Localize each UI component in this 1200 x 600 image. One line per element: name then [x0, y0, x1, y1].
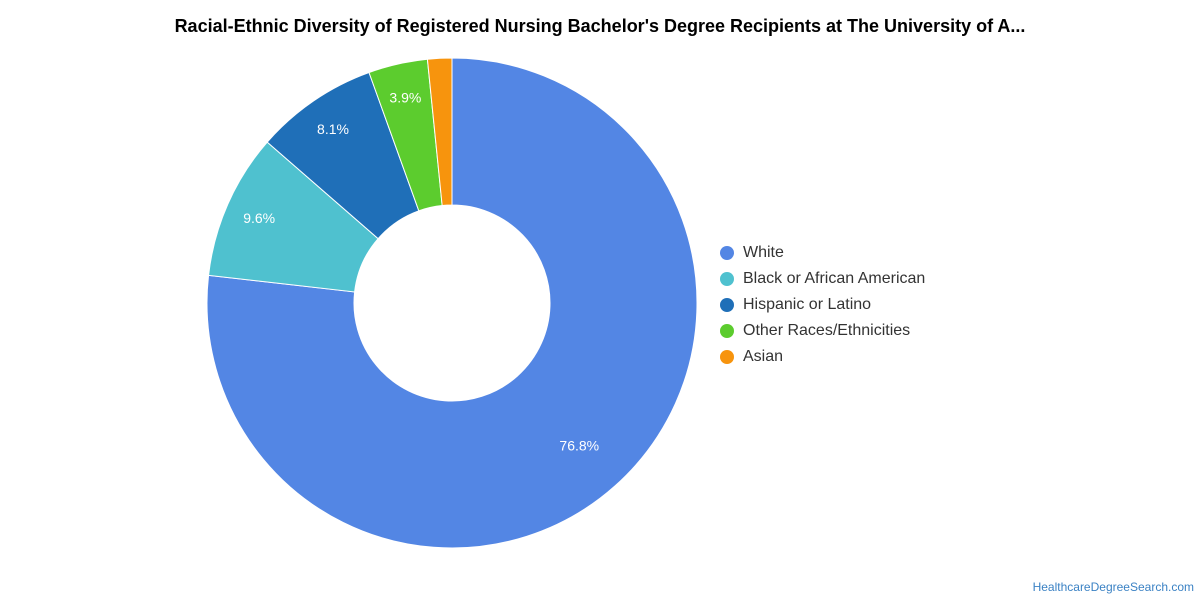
legend-item-asian[interactable]: Asian	[720, 344, 925, 370]
chart-legend: White Black or African American Hispanic o…	[720, 240, 925, 370]
legend-label: Hispanic or Latino	[743, 296, 872, 313]
slice-label-hispanic-or-latino: 8.1%	[317, 121, 349, 137]
legend-swatch	[720, 324, 734, 338]
slice-label-black-or-african-american: 9.6%	[243, 210, 275, 226]
legend-item-white[interactable]: White	[720, 240, 925, 266]
chart-title: Racial-Ethnic Diversity of Registered Nu…	[174, 16, 1026, 36]
slice-label-other-races-ethnicities: 3.9%	[389, 90, 421, 106]
legend-label: Other Races/Ethnicities	[743, 322, 911, 339]
legend-swatch	[720, 298, 734, 312]
slice-label-white: 76.8%	[559, 438, 599, 454]
legend-label: Black or African American	[743, 270, 926, 287]
legend-swatch	[720, 272, 734, 286]
legend-item-hispanic-or-latino[interactable]: Hispanic or Latino	[720, 292, 925, 318]
slice-asian[interactable]	[426, 57, 453, 207]
legend-item-other-races-ethnicities[interactable]: Other Races/Ethnicities	[720, 318, 925, 344]
legend-label: Asian	[743, 348, 784, 365]
legend-swatch	[720, 350, 734, 364]
slice-white[interactable]	[206, 57, 698, 549]
legend-item-black-or-african-american[interactable]: Black or African American	[720, 266, 925, 292]
source-link[interactable]: HealthcareDegreeSearch.com	[1032, 580, 1194, 594]
legend-swatch	[720, 246, 734, 260]
legend-label: White	[743, 244, 784, 261]
